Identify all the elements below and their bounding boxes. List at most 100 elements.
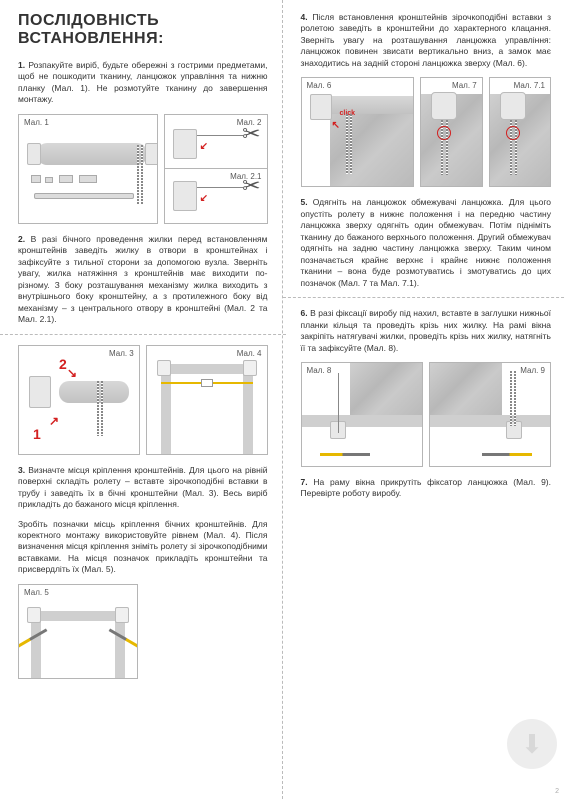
figure-9: Мал. 9 bbox=[429, 362, 551, 467]
mechanism-icon bbox=[431, 92, 457, 120]
frame-top-icon bbox=[161, 364, 253, 374]
divider bbox=[0, 334, 286, 335]
figure-row-1: Мал. 1 Мал. 2 ✂ ↙ bbox=[18, 114, 268, 224]
page-number: 2 bbox=[555, 788, 559, 795]
frame-left-icon bbox=[161, 364, 171, 454]
fabric-icon bbox=[350, 363, 422, 415]
figure-1-label: Мал. 1 bbox=[24, 118, 49, 127]
paragraph-7: 7. На раму вікна прикрутіть фіксатор лан… bbox=[301, 477, 552, 500]
screwdriver-icon bbox=[482, 453, 532, 456]
frame-icon bbox=[302, 415, 422, 427]
figure-6: Мал. 6 click ↖ bbox=[301, 77, 415, 187]
figure-row-5: Мал. 8 Мал. 9 bbox=[301, 362, 552, 467]
figure-row-2: Мал. 3 1 2 ↗ ↘ Мал. 4 bbox=[18, 345, 268, 455]
chain-icon bbox=[101, 381, 103, 436]
step-4-text: Після встановлення кронштейнів зірочкопо… bbox=[301, 12, 552, 68]
arrow-icon: ↘ bbox=[67, 366, 77, 380]
figure-5-label: Мал. 5 bbox=[24, 588, 49, 597]
frame-icon bbox=[430, 415, 550, 427]
step-3-text-a: Визначте місця кріплення кронштейнів. Дл… bbox=[18, 465, 268, 509]
circle-highlight-icon bbox=[506, 126, 520, 140]
figure-6-label: Мал. 6 bbox=[307, 81, 332, 90]
bracket-icon bbox=[157, 360, 171, 376]
paragraph-3a: 3. Визначте місця кріплення кронштейнів.… bbox=[18, 465, 268, 511]
blind-tube-icon bbox=[37, 143, 147, 165]
step-5-text: Одягніть на ланцюжок обмежувачі ланцюжка… bbox=[301, 197, 552, 287]
figure-4: Мал. 4 bbox=[146, 345, 268, 455]
step-7-number: 7. bbox=[301, 477, 308, 487]
step-7-text: На раму вікна прикрутіть фіксатор ланцюж… bbox=[301, 477, 552, 498]
chain-icon bbox=[346, 114, 348, 174]
figure-7: Мал. 7 bbox=[420, 77, 482, 187]
paragraph-4: 4. Після встановлення кронштейнів зірочк… bbox=[301, 12, 552, 69]
figure-2-group: Мал. 2 ✂ ↙ Мал. 2.1 ✂ ↙ bbox=[164, 114, 268, 224]
step-2-text: В разі бічного проведення жилки перед вс… bbox=[18, 234, 268, 324]
callout-1: 1 bbox=[33, 426, 41, 442]
figure-3-label: Мал. 3 bbox=[109, 349, 134, 358]
paragraph-3b: Зробіть позначки місць кріплення бічних … bbox=[18, 519, 268, 576]
figure-row-4: Мал. 6 click ↖ Мал. 7 Мал. 7.1 bbox=[301, 77, 552, 187]
chain-icon bbox=[141, 145, 143, 205]
chain-icon bbox=[97, 381, 99, 436]
paragraph-1: 1. Розпакуйте виріб, будьте обережні з г… bbox=[18, 60, 268, 106]
arrow-icon: ↖ bbox=[332, 120, 340, 131]
figure-7-label: Мал. 7 bbox=[452, 81, 477, 90]
figure-9-label: Мал. 9 bbox=[520, 366, 545, 375]
main-title: ПОСЛІДОВНІСТЬ ВСТАНОВЛЕННЯ: bbox=[18, 12, 268, 48]
part-icon bbox=[79, 175, 97, 183]
bracket-icon bbox=[310, 94, 332, 120]
figure-2-1: Мал. 2.1 ✂ ↙ bbox=[165, 169, 267, 223]
chain-icon bbox=[137, 145, 139, 205]
bracket-icon bbox=[243, 360, 257, 376]
bracket-icon bbox=[173, 181, 197, 211]
frame-top-icon bbox=[31, 611, 125, 621]
paragraph-2: 2. В разі бічного проведення жилки перед… bbox=[18, 234, 268, 326]
step-6-text: В разі фіксації виробу під нахил, вставт… bbox=[301, 308, 552, 352]
bracket-icon bbox=[173, 129, 197, 159]
bracket-icon bbox=[27, 607, 41, 623]
figure-2: Мал. 2 ✂ ↙ bbox=[165, 115, 267, 170]
step-6-number: 6. bbox=[301, 308, 308, 318]
frame-right-icon bbox=[243, 364, 253, 454]
figure-21-label: Мал. 2.1 bbox=[230, 172, 261, 181]
bracket-icon bbox=[115, 607, 129, 623]
thread-icon bbox=[197, 187, 243, 188]
bracket-icon bbox=[29, 376, 51, 408]
figure-7-1: Мал. 7.1 bbox=[489, 77, 551, 187]
figure-2-label: Мал. 2 bbox=[237, 118, 262, 127]
bottom-bar-icon bbox=[34, 193, 134, 199]
figure-71-label: Мал. 7.1 bbox=[514, 81, 545, 90]
arrow-icon: ↙ bbox=[200, 141, 208, 152]
thread-icon bbox=[197, 135, 243, 136]
watermark-icon: ⬇ bbox=[507, 719, 557, 769]
part-icon bbox=[45, 177, 53, 183]
arrow-icon: ↗ bbox=[49, 414, 59, 428]
thread-icon bbox=[338, 373, 339, 433]
fabric-icon bbox=[430, 363, 502, 415]
figure-row-3: Мал. 5 bbox=[18, 584, 268, 679]
figure-8: Мал. 8 bbox=[301, 362, 423, 467]
divider bbox=[283, 297, 565, 298]
step-5-number: 5. bbox=[301, 197, 308, 207]
part-icon bbox=[59, 175, 73, 183]
step-1-text: Розпакуйте виріб, будьте обережні з гост… bbox=[18, 60, 268, 104]
screwdriver-icon bbox=[320, 453, 370, 456]
figure-1: Мал. 1 bbox=[18, 114, 158, 224]
paragraph-5: 5. Одягніть на ланцюжок обмежувачі ланцю… bbox=[301, 197, 552, 289]
callout-2: 2 bbox=[59, 356, 67, 372]
figure-3: Мал. 3 1 2 ↗ ↘ bbox=[18, 345, 140, 455]
bracket-right-icon bbox=[145, 143, 158, 165]
figure-4-label: Мал. 4 bbox=[237, 349, 262, 358]
level-bubble-icon bbox=[201, 379, 213, 387]
chain-icon bbox=[514, 371, 516, 426]
arrow-icon: ↙ bbox=[200, 193, 208, 204]
part-icon bbox=[31, 175, 41, 183]
figure-8-label: Мал. 8 bbox=[307, 366, 332, 375]
blind-tube-icon bbox=[59, 381, 129, 403]
left-column: ПОСЛІДОВНІСТЬ ВСТАНОВЛЕННЯ: 1. Розпакуйт… bbox=[0, 0, 283, 799]
paragraph-6: 6. В разі фіксації виробу під нахил, вст… bbox=[301, 308, 552, 354]
mechanism-icon bbox=[500, 92, 526, 120]
step-4-number: 4. bbox=[301, 12, 308, 22]
chain-icon bbox=[350, 114, 352, 174]
chain-icon bbox=[510, 371, 512, 426]
